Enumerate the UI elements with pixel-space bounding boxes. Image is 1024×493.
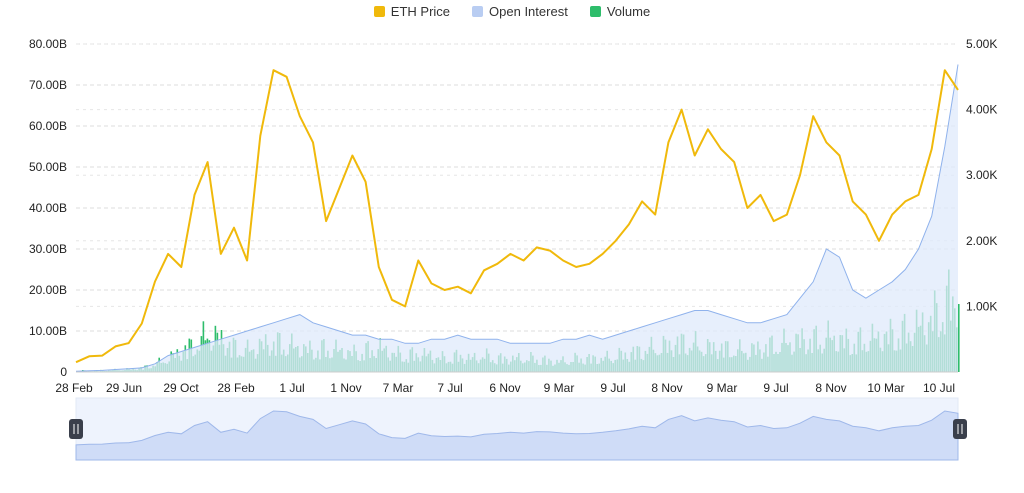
x-tick-label: 8 Nov xyxy=(815,381,846,395)
legend-swatch-volume xyxy=(589,6,601,17)
volume-bar xyxy=(958,304,960,372)
x-tick-label: 7 Jul xyxy=(437,381,462,395)
y-left-tick-label: 80.00B xyxy=(29,37,67,51)
y-left-tick-label: 60.00B xyxy=(29,119,67,133)
y-right-tick-label: 2.00K xyxy=(966,234,997,248)
y-left-tick-label: 20.00B xyxy=(29,283,67,297)
legend-item-volume[interactable]: Volume xyxy=(589,4,651,19)
open-interest-area xyxy=(76,64,958,372)
legend-label-volume: Volume xyxy=(606,4,651,19)
handle-body xyxy=(953,419,967,439)
x-tick-label: 9 Jul xyxy=(600,381,625,395)
y-right-tick-label: 5.00K xyxy=(966,37,997,51)
y-left-tick-label: 40.00B xyxy=(29,201,67,215)
y-right-tick-label: 1.00K xyxy=(966,299,997,313)
navigator-series xyxy=(75,410,959,461)
x-tick-label: 29 Oct xyxy=(163,381,199,395)
legend-swatch-open-interest xyxy=(472,6,484,17)
x-tick-label: 9 Mar xyxy=(544,381,575,395)
navigator-handle-left[interactable] xyxy=(69,419,83,439)
y-left-tick-label: 30.00B xyxy=(29,242,67,256)
x-tick-label: 29 Jun xyxy=(106,381,142,395)
x-tick-label: 10 Jul xyxy=(923,381,955,395)
open-interest-line xyxy=(75,64,959,372)
y-left-tick-label: 70.00B xyxy=(29,78,67,92)
handle-body xyxy=(69,419,83,439)
eth-price-line xyxy=(75,69,959,364)
y-left-tick-label: 0 xyxy=(60,365,67,379)
x-tick-label: 9 Mar xyxy=(707,381,738,395)
x-tick-label: 7 Mar xyxy=(383,381,414,395)
legend-item-eth-price[interactable]: ETH Price xyxy=(373,4,451,19)
y-right-tick-label: 4.00K xyxy=(966,103,997,117)
x-tick-label: 10 Mar xyxy=(867,381,904,395)
x-tick-label: 1 Jul xyxy=(279,381,304,395)
x-tick-label: 28 Feb xyxy=(55,381,93,395)
x-tick-label: 28 Feb xyxy=(217,381,255,395)
x-tick-label: 8 Nov xyxy=(651,381,682,395)
legend-item-open-interest[interactable]: Open Interest xyxy=(472,4,568,19)
x-tick-label: 9 Jul xyxy=(763,381,788,395)
legend-label-open-interest: Open Interest xyxy=(489,4,568,19)
y-left-tick-label: 10.00B xyxy=(29,324,67,338)
y-left-tick-label: 50.00B xyxy=(29,160,67,174)
x-tick-label: 6 Nov xyxy=(489,381,520,395)
legend-swatch-eth-price xyxy=(373,6,385,17)
y-right-tick-label: 3.00K xyxy=(966,168,997,182)
legend-label-eth-price: ETH Price xyxy=(390,4,451,19)
navigator-handle-right[interactable] xyxy=(953,419,967,439)
x-tick-label: 1 Nov xyxy=(330,381,361,395)
chart-legend: ETH Price Open Interest Volume xyxy=(0,4,1024,19)
